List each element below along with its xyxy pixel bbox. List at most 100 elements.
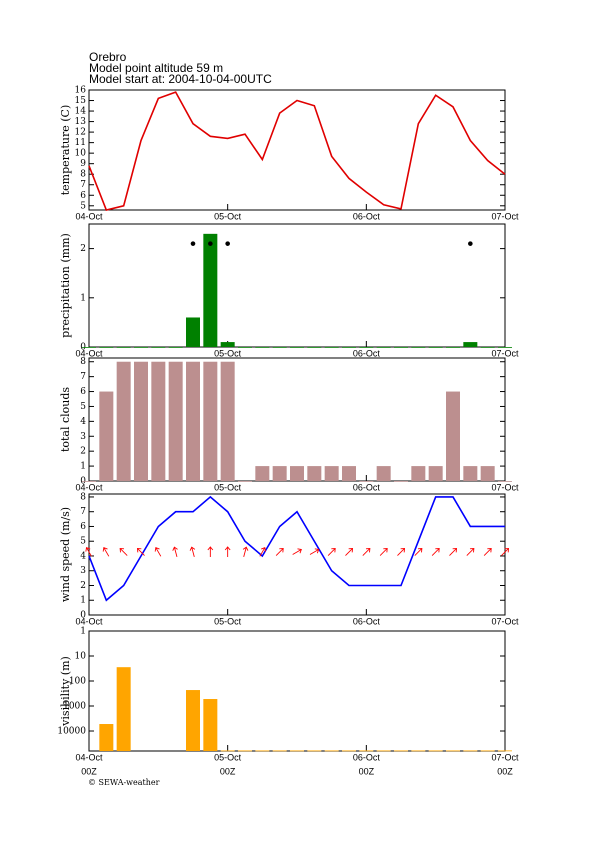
wind-arrow-shape <box>362 547 371 556</box>
bar <box>411 750 426 752</box>
wind-arrow <box>275 547 284 556</box>
y-tick-label: 3 <box>80 566 86 576</box>
wind-arrow-shape <box>414 547 423 556</box>
x-tick-label: 07-Oct <box>491 482 519 492</box>
bar <box>342 750 356 752</box>
bar <box>324 466 339 481</box>
x-tick-label: 04-Oct <box>75 616 103 626</box>
bar <box>428 750 443 752</box>
x-tick-label: 05-Oct <box>214 752 242 762</box>
wind-arrow-shape <box>431 547 440 556</box>
bar <box>446 347 460 348</box>
x-tick-label: 04-Oct <box>75 211 103 221</box>
wind-arrow-shape <box>85 547 92 557</box>
wind-arrow <box>207 546 214 557</box>
wind-arrow <box>327 547 336 556</box>
y-tick-label: 3 <box>80 432 86 442</box>
x-tick-label: 06-Oct <box>353 348 381 358</box>
plot-frame <box>88 223 506 348</box>
x-tick-sublabel: 00Z <box>220 766 236 776</box>
y-axis-label: total clouds <box>59 387 72 452</box>
bar <box>480 466 495 481</box>
bar <box>290 750 304 752</box>
bar <box>220 361 235 481</box>
y-tick-label: 11 <box>75 138 86 148</box>
wind-arrow <box>224 546 231 557</box>
bar <box>168 347 183 348</box>
wind-arrow-shape <box>327 547 336 556</box>
y-tick-label: 6 <box>80 522 86 532</box>
wind-arrow <box>466 547 475 556</box>
y-tick-label: 10000 <box>57 727 86 737</box>
x-tick-label: 05-Oct <box>214 482 242 492</box>
data-line <box>88 495 505 602</box>
wind-arrow <box>309 548 320 555</box>
bar <box>463 342 478 347</box>
bar <box>411 466 426 481</box>
wind-arrow-shape <box>275 547 284 556</box>
wind-arrow <box>259 547 266 557</box>
altitude: Model point altitude 59 m <box>89 61 223 75</box>
x-tick-label: 05-Oct <box>214 348 242 358</box>
bar <box>324 750 339 752</box>
precip-symbol <box>225 241 230 246</box>
y-tick-label: 0 <box>80 611 86 621</box>
bar <box>203 233 218 347</box>
bar <box>480 347 495 348</box>
wind-arrow-shape <box>154 547 162 557</box>
x-tick-label: 07-Oct <box>491 348 519 358</box>
y-tick-label: 6 <box>80 191 86 201</box>
x-tick-label: 04-Oct <box>75 482 103 492</box>
y-tick-label: 10 <box>75 149 87 159</box>
bar <box>376 750 391 752</box>
bar <box>428 466 443 481</box>
wind-arrow-shape <box>102 547 110 557</box>
y-tick-label: 1 <box>80 293 86 303</box>
bar <box>99 391 114 481</box>
x-tick-sublabel: 00Z <box>81 766 97 776</box>
y-tick-label: 15 <box>75 96 87 106</box>
wind-arrow <box>172 546 178 557</box>
bar <box>116 347 131 348</box>
x-tick-sublabel: 00Z <box>359 766 375 776</box>
bar <box>480 750 495 752</box>
footer: © SEWA-weather <box>88 778 160 787</box>
wind-arrow <box>431 547 440 556</box>
bar <box>394 347 408 348</box>
wind-arrow-shape <box>136 547 145 556</box>
data-line <box>88 91 506 211</box>
y-tick-label: 8 <box>80 357 86 367</box>
y-tick-label: 6 <box>80 387 86 397</box>
bar <box>82 347 96 348</box>
y-tick-label: 100 <box>69 677 86 687</box>
y-tick-label: 9 <box>80 159 86 169</box>
wind-arrow-shape <box>259 547 266 557</box>
bar <box>220 342 235 347</box>
bar <box>446 391 460 481</box>
y-axis-label: precipitation (mm) <box>59 233 72 338</box>
bar <box>99 347 114 348</box>
bar <box>394 481 408 482</box>
y-axis-label: temperature (C) <box>59 105 72 196</box>
y-tick-label: 5 <box>80 402 86 412</box>
bar <box>446 750 460 752</box>
bar <box>82 481 96 482</box>
wind-arrow-shape <box>379 547 388 556</box>
bar <box>203 361 218 481</box>
wind-arrow <box>136 547 145 556</box>
precip-symbol <box>208 241 213 246</box>
wind-arrow <box>501 547 510 556</box>
bar <box>255 750 270 752</box>
x-tick-label: 07-Oct <box>491 752 519 762</box>
bar <box>324 347 339 348</box>
x-tick-label: 07-Oct <box>491 211 519 221</box>
bar <box>238 750 252 752</box>
y-tick-label: 2 <box>80 447 86 457</box>
wind-arrow-shape <box>224 546 231 557</box>
location: Orebro <box>89 50 127 64</box>
y-axis-label: wind speed (m/s) <box>59 507 72 602</box>
wind-arrow <box>242 546 249 557</box>
wind-arrow <box>102 547 110 557</box>
y-tick-label: 8 <box>80 170 86 180</box>
